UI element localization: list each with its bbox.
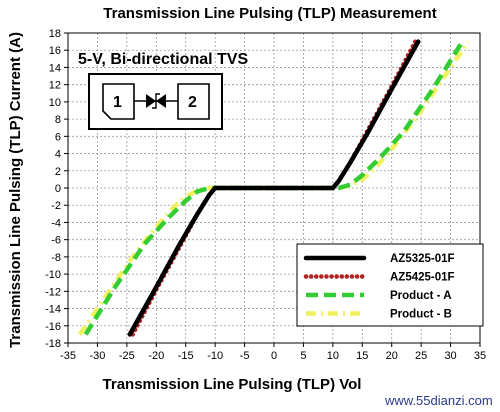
series-lines bbox=[77, 39, 471, 337]
legend-label: Product - A bbox=[390, 290, 452, 302]
y-tick-label: -2 bbox=[51, 200, 61, 212]
x-tick-label: 35 bbox=[474, 350, 486, 362]
watermark-text: www.55dianzi.com bbox=[384, 393, 493, 408]
x-tick-label: 10 bbox=[327, 350, 339, 362]
pin-1-label: 1 bbox=[113, 94, 122, 111]
x-tick-label: -15 bbox=[178, 350, 194, 362]
y-tick-label: 6 bbox=[55, 131, 61, 143]
y-tick-label: 8 bbox=[55, 114, 61, 126]
x-tick-label: 20 bbox=[386, 350, 398, 362]
legend-label: AZ5425-01F bbox=[390, 272, 455, 284]
x-tick-label: -35 bbox=[60, 350, 76, 362]
y-tick-label: -8 bbox=[51, 252, 61, 264]
legend-label: Product - B bbox=[390, 309, 452, 321]
series-line-az5325-01f bbox=[127, 39, 421, 337]
x-tick-label: 15 bbox=[356, 350, 368, 362]
x-tick-label: -25 bbox=[119, 350, 135, 362]
chart-title: Transmission Line Pulsing (TLP) Measurem… bbox=[103, 5, 436, 22]
y-tick-label: -16 bbox=[45, 321, 61, 333]
x-tick-label: -30 bbox=[89, 350, 105, 362]
y-tick-label: 18 bbox=[49, 28, 61, 40]
legend-label: AZ5325-01F bbox=[390, 253, 455, 265]
y-tick-label: 12 bbox=[49, 80, 61, 92]
x-tick-label: 0 bbox=[271, 350, 277, 362]
x-tick-label: 5 bbox=[300, 350, 306, 362]
y-axis-label: Transmission Line Pulsing (TLP) Current … bbox=[7, 32, 24, 348]
y-tick-label: 4 bbox=[55, 149, 61, 161]
chart-subtitle: 5-V, Bi-directional TVS bbox=[78, 51, 248, 68]
x-tick-label: -5 bbox=[240, 350, 250, 362]
y-tick-label: 10 bbox=[49, 97, 61, 109]
y-tick-label: -10 bbox=[45, 269, 61, 281]
y-tick-label: -14 bbox=[45, 304, 61, 316]
x-tick-label: 30 bbox=[444, 350, 456, 362]
tvs-device-icon: 1 2 bbox=[88, 73, 223, 130]
y-tick-label: 2 bbox=[55, 166, 61, 178]
x-tick-label: -10 bbox=[207, 350, 223, 362]
x-tick-label: -20 bbox=[148, 350, 164, 362]
pin-2-label: 2 bbox=[188, 94, 197, 111]
y-tick-label: 16 bbox=[49, 45, 61, 57]
axis-ticks: -35 -30 -25 -20 -15 -10 -5 0 5 10 15 20 25 30 35-18-16… bbox=[45, 28, 486, 362]
legend: AZ5325-01F AZ5425-01F Product - A Product -… bbox=[296, 243, 484, 327]
y-tick-label: 14 bbox=[49, 62, 61, 74]
y-tick-label: -4 bbox=[51, 217, 61, 229]
y-tick-label: -6 bbox=[51, 235, 61, 247]
x-tick-label: 25 bbox=[415, 350, 427, 362]
x-axis-label: Transmission Line Pulsing (TLP) Vol bbox=[103, 376, 362, 393]
y-tick-label: -18 bbox=[45, 338, 61, 350]
y-tick-label: -12 bbox=[45, 286, 61, 298]
y-tick-label: 0 bbox=[55, 183, 61, 195]
